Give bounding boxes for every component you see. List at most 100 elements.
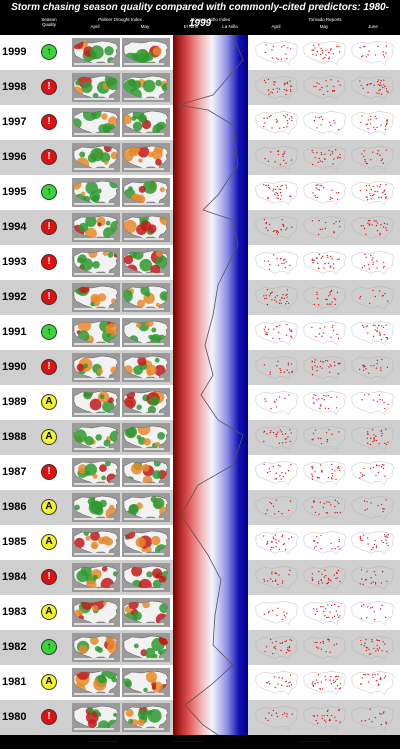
tornado-map-may [302,38,348,67]
year-label: 1993 [2,256,27,268]
tornado-map-april [254,633,300,662]
drought-index-header: Palmer Drought Index [98,17,142,22]
tornado-map-june [350,283,396,312]
tornado-map-may [302,493,348,522]
quality-badge: ! [41,79,57,95]
tornado-map-april [254,423,300,452]
tornado-map-may [302,598,348,627]
drought-map-may [122,73,170,102]
drought-map-may [122,108,170,137]
source-link-tornado[interactable]: ······························ [300,739,330,743]
year-label: 1983 [2,606,27,618]
tornado-map-may [302,248,348,277]
drought-may-header: May [140,24,150,29]
drought-map-may [122,598,170,627]
tornado-map-june [350,458,396,487]
source-link-drought[interactable]: ······························ [88,739,118,743]
quality-badge: A [41,674,57,690]
oni-la-nina-header: La Niña [222,24,238,29]
quality-badge: ! [41,464,57,480]
tornado-map-june [350,528,396,557]
year-label: 1992 [2,291,27,303]
tornado-map-may [302,528,348,557]
tornado-map-may [302,73,348,102]
tornado-map-april [254,493,300,522]
tornado-june-header: June [368,24,378,29]
tornado-map-april [254,143,300,172]
drought-map-april [72,283,120,312]
tornado-map-april [254,108,300,137]
drought-map-may [122,353,170,382]
tornado-map-june [350,563,396,592]
tornado-map-june [350,38,396,67]
tornado-map-may [302,668,348,697]
quality-badge: ! [41,114,57,130]
drought-map-may [122,318,170,347]
source-link-oni[interactable]: ······························ [172,739,202,743]
page-title: Storm chasing season quality compared wi… [11,2,389,29]
tornado-map-april [254,353,300,382]
year-label: 1998 [2,81,27,93]
drought-map-may [122,283,170,312]
quality-badge: A [41,604,57,620]
quality-badge: ↑ [41,639,57,655]
drought-map-april [72,598,120,627]
tornado-map-april [254,213,300,242]
quality-badge: A [41,394,57,410]
drought-map-may [122,423,170,452]
tornado-map-june [350,423,396,452]
season-row: 1992! [0,280,400,315]
tornado-map-may [302,563,348,592]
quality-badge: ↑ [41,184,57,200]
quality-badge: ! [41,569,57,585]
year-label: 1988 [2,431,27,443]
drought-map-april [72,353,120,382]
tornado-map-may [302,388,348,417]
quality-badge: ! [41,359,57,375]
tornado-map-june [350,598,396,627]
tornado-map-april [254,388,300,417]
tornado-map-april [254,73,300,102]
tornado-map-april [254,598,300,627]
drought-april-header: April [90,24,100,29]
tornado-map-may [302,213,348,242]
tornado-april-header: April [271,24,281,29]
drought-map-april [72,563,120,592]
season-row: 1989 A [0,385,400,420]
oni-el-nino-header: El Niño [183,24,199,29]
tornado-map-may [302,178,348,207]
tornado-map-april [254,248,300,277]
quality-badge: ! [41,149,57,165]
quality-badge: A [41,534,57,550]
tornado-map-may [302,703,348,732]
tornado-map-april [254,458,300,487]
oni-trace [177,35,244,735]
tornado-map-may [302,423,348,452]
tornado-map-april [254,318,300,347]
tornado-map-april [254,178,300,207]
year-label: 1980 [2,711,27,723]
drought-map-april [72,73,120,102]
drought-map-april [72,423,120,452]
drought-map-april [72,633,120,662]
footer-sources: ······························ ·········… [0,736,400,749]
year-label: 1997 [2,116,27,128]
tornado-map-june [350,178,396,207]
tornado-map-june [350,633,396,662]
drought-map-april [72,213,120,242]
drought-map-april [72,703,120,732]
season-quality-header: Season Quality [41,17,57,27]
year-label: 1987 [2,466,27,478]
tornado-map-june [350,108,396,137]
drought-map-may [122,493,170,522]
year-label: 1986 [2,501,27,513]
drought-map-may [122,388,170,417]
tornado-map-june [350,213,396,242]
tornado-map-may [302,143,348,172]
year-label: 1989 [2,396,27,408]
year-label: 1995 [2,186,27,198]
year-label: 1985 [2,536,27,548]
tornado-map-june [350,703,396,732]
tornado-map-june [350,73,396,102]
drought-map-april [72,108,120,137]
